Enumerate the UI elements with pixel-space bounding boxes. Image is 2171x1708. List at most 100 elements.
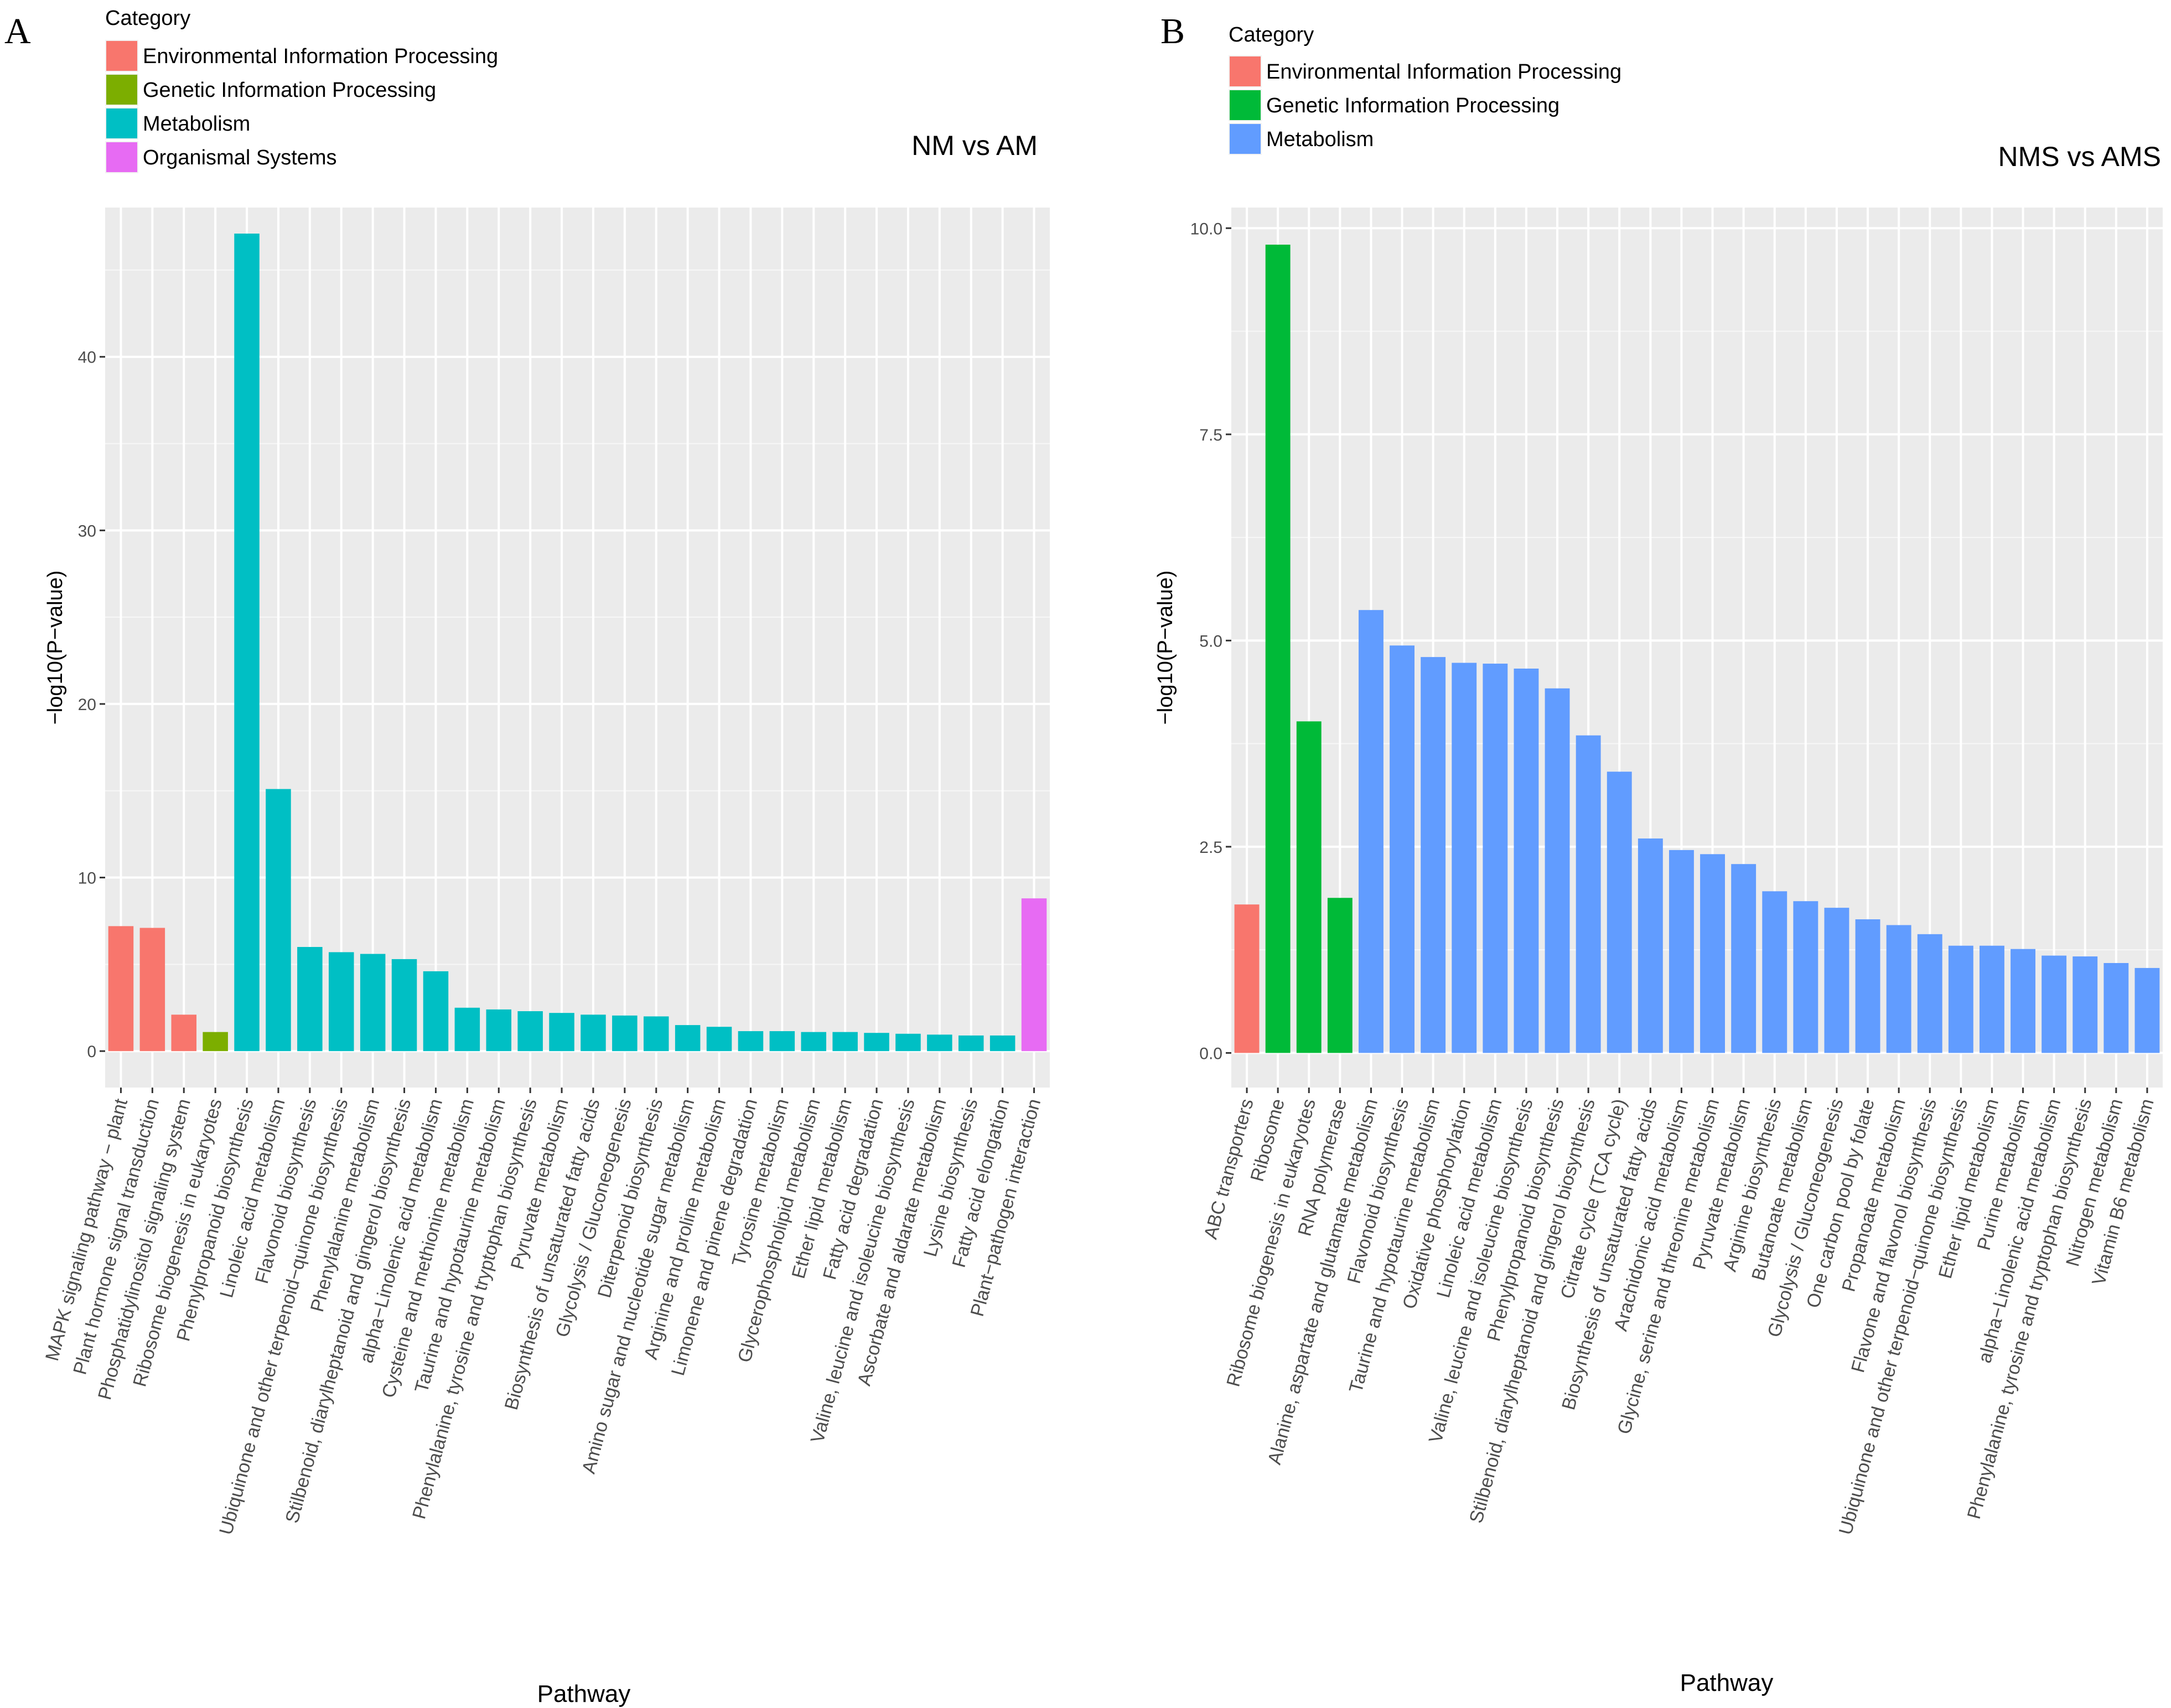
bar [1824,908,1849,1053]
legend-item: Metabolism [105,107,250,139]
legend-label: Genetic Information Processing [1266,94,1559,117]
bar [1917,934,1942,1053]
bar [171,1015,197,1052]
y-tick-label: 30 [78,522,96,540]
panel-label: A [4,11,31,51]
legend-item: Metabolism [1229,123,1374,155]
legend-label: Genetic Information Processing [143,79,436,102]
y-tick-label: 40 [78,349,96,367]
chart-title: NMS vs AMS [1998,141,2161,172]
bar [1234,904,1260,1053]
bar [927,1034,952,1052]
bar [139,928,165,1052]
bar [1793,901,1818,1053]
y-tick-label: 0 [87,1043,96,1061]
bar [2042,955,2067,1053]
legend-swatch [1230,56,1261,86]
y-tick-label: 5.0 [1199,632,1222,650]
bar [391,959,417,1052]
x-axis-title: Pathway [1680,1669,1774,1696]
bar [1700,854,1725,1053]
bar [549,1013,574,1052]
bar [297,946,323,1052]
y-tick-label: 10.0 [1190,220,1222,238]
bar [1296,721,1322,1053]
panel-label: B [1160,11,1185,51]
bar [643,1016,669,1052]
y-tick-label: 20 [78,696,96,714]
legend-label: Environmental Information Processing [1266,60,1621,84]
bar [895,1033,921,1052]
legend-item: Environmental Information Processing [105,40,498,72]
bar [1483,664,1508,1053]
y-tick-label: 0.0 [1199,1044,1222,1063]
legend-title: Category [105,7,190,30]
y-axis-title: −log10(P−value) [44,571,67,725]
legend-swatch [1230,90,1261,120]
bar [1327,898,1353,1053]
legend-swatch [106,142,137,172]
bar [1607,772,1632,1053]
bar [706,1027,732,1052]
bar [486,1009,512,1052]
legend-swatch [1230,124,1261,154]
legend-item: Genetic Information Processing [105,74,436,106]
legend-item: Environmental Information Processing [1229,55,1621,87]
bar [769,1031,795,1052]
bar [517,1011,543,1052]
bar [2103,962,2129,1053]
bar [801,1032,827,1052]
bar [1021,898,1047,1052]
plot-background [105,208,1050,1088]
bar [423,971,449,1052]
legend-title: Category [1229,23,1314,46]
bar [1452,663,1477,1053]
bar [581,1015,606,1052]
legend-item: Genetic Information Processing [1229,89,1559,121]
bar [1669,850,1694,1053]
legend-label: Organismal Systems [143,146,337,169]
x-axis-title: Pathway [537,1680,631,1707]
bar [1576,735,1601,1053]
y-tick-label: 2.5 [1199,839,1222,857]
bar [958,1035,984,1052]
y-axis-title: −log10(P−value) [1154,571,1177,725]
bar [1265,245,1291,1053]
bar [328,952,354,1052]
legend-swatch [106,75,137,105]
bar [612,1015,638,1052]
bar [989,1035,1015,1052]
bar [864,1033,889,1052]
bar [1359,610,1384,1053]
legend-label: Metabolism [143,112,250,136]
bar [1855,919,1880,1053]
legend-label: Metabolism [1266,128,1374,151]
bar [454,1007,480,1052]
bar [1762,891,1787,1053]
bar [266,789,291,1052]
bar [1948,945,1973,1053]
chart-title: NM vs AM [911,130,1038,161]
legend-swatch [106,41,137,71]
bar [108,926,134,1052]
panel-b: B Category Environmental Information Proce… [1154,11,2163,1696]
bar [1545,688,1570,1053]
bar [1390,645,1414,1053]
bar [234,234,260,1052]
bar [203,1032,228,1052]
plot-background [1231,208,2163,1088]
legend-item: Organismal Systems [105,141,337,173]
bar [2072,956,2098,1053]
bar [1886,925,1911,1053]
bar [675,1025,701,1052]
y-tick-label: 10 [78,869,96,888]
bar [738,1031,764,1052]
bar [1638,838,1663,1053]
bar [1514,668,1539,1053]
bar [2134,967,2160,1053]
y-tick-label: 7.5 [1199,426,1222,444]
bar [1980,945,2004,1053]
bar [1731,864,1757,1053]
bar [1421,657,1446,1053]
